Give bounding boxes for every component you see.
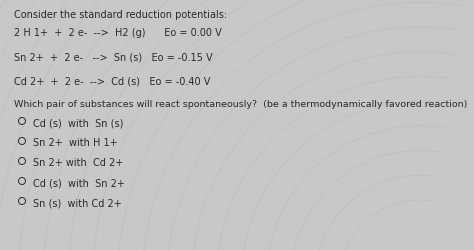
Text: Which pair of substances will react spontaneously?  (be a thermodynamically favo: Which pair of substances will react spon… [14, 100, 467, 109]
Text: Consider the standard reduction potentials:: Consider the standard reduction potentia… [14, 10, 227, 20]
Text: Sn 2+  with H 1+: Sn 2+ with H 1+ [33, 138, 118, 148]
Text: Sn 2+  +  2 e-   -->  Sn (s)   Eo = -0.15 V: Sn 2+ + 2 e- --> Sn (s) Eo = -0.15 V [14, 52, 213, 62]
Text: Cd (s)  with  Sn (s): Cd (s) with Sn (s) [33, 118, 123, 128]
Text: Sn (s)  with Cd 2+: Sn (s) with Cd 2+ [33, 198, 122, 208]
Text: 2 H 1+  +  2 e-  -->  H2 (g)      Eo = 0.00 V: 2 H 1+ + 2 e- --> H2 (g) Eo = 0.00 V [14, 28, 222, 38]
Text: Sn 2+ with  Cd 2+: Sn 2+ with Cd 2+ [33, 158, 123, 168]
Text: Cd (s)  with  Sn 2+: Cd (s) with Sn 2+ [33, 178, 125, 188]
Text: Cd 2+  +  2 e-  -->  Cd (s)   Eo = -0.40 V: Cd 2+ + 2 e- --> Cd (s) Eo = -0.40 V [14, 76, 210, 86]
